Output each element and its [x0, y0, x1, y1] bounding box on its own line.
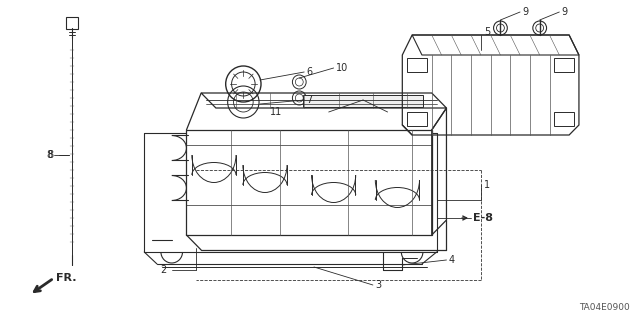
Text: E-8: E-8: [473, 213, 493, 223]
Text: 1: 1: [484, 180, 490, 190]
Text: TA04E0900: TA04E0900: [579, 303, 630, 313]
Text: 9: 9: [561, 7, 568, 17]
FancyBboxPatch shape: [303, 95, 423, 107]
Text: 5: 5: [484, 27, 490, 37]
Text: 8: 8: [48, 150, 54, 160]
Text: 6: 6: [306, 67, 312, 77]
Text: 8: 8: [46, 150, 52, 160]
Text: 4: 4: [449, 255, 454, 265]
Text: 7: 7: [306, 95, 312, 105]
Text: 2: 2: [161, 265, 167, 275]
FancyBboxPatch shape: [66, 17, 77, 29]
Text: 3: 3: [375, 280, 381, 290]
Text: 10: 10: [335, 63, 348, 73]
Text: 11: 11: [270, 107, 282, 117]
Text: FR.: FR.: [56, 273, 76, 283]
Text: 9: 9: [522, 7, 528, 17]
